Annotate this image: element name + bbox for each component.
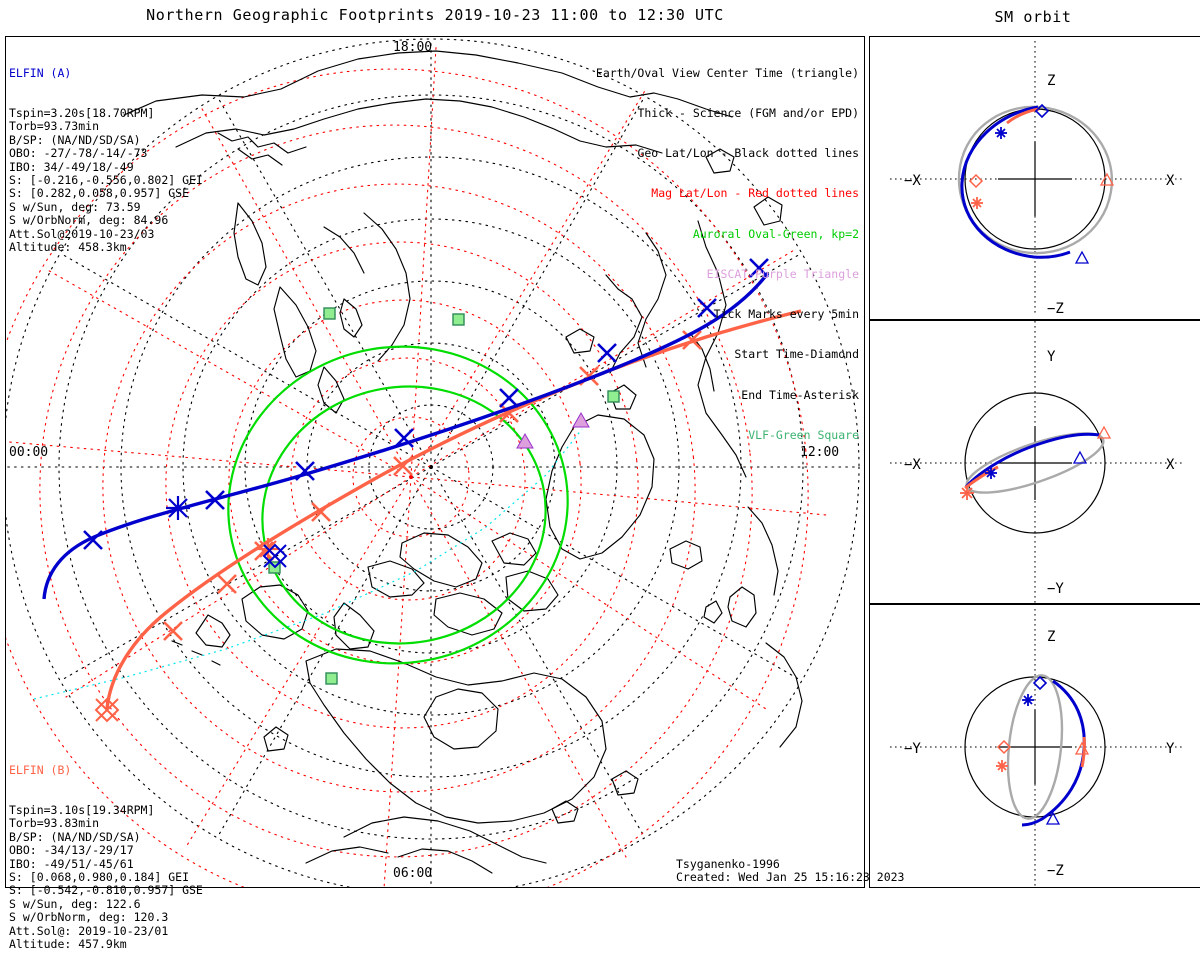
mlt-label-18: 18:00: [393, 40, 433, 55]
legend-entry-mag-grid: Mag Lat/Lon - Red dotted lines: [651, 186, 859, 201]
elfin-b-parameters: Tspin=3.10s[19.34RPM] Torb=93.83min B/SP…: [9, 803, 203, 952]
elfin-a-ticks: [83, 258, 769, 550]
legend-entry-eiscat: EISCAT-Purple Triangle: [706, 266, 859, 281]
legend-entry-thick-science: Thick - Science (FGM and/or EPD): [637, 106, 859, 121]
coastlines: [123, 50, 803, 874]
eiscat-triangle: [516, 432, 534, 449]
legend-entry-auroral-oval: Auroral Oval-Green, kp=2: [692, 226, 859, 241]
elfin-a-track: [42, 271, 770, 600]
elfin-a-info-block: ELFIN (A) Tspin=3.20s[18.70RPM] Torb=93.…: [9, 40, 203, 281]
sm-panel-yz[interactable]: Z Y −Y −Z: [869, 604, 1200, 888]
polar-map-svg: [6, 38, 860, 887]
figure-root: Northern Geographic Footprints 2019-10-2…: [5, 6, 1200, 951]
mlt-label-12: 12:00: [800, 445, 840, 460]
polar-map-panel[interactable]: [5, 36, 865, 888]
svg-text:−X: −X: [904, 457, 921, 473]
elfin-a-title: ELFIN (A): [9, 65, 72, 80]
sm-xy-svg: Y X −X −Y: [890, 321, 1182, 603]
legend-entry-vlf: VLF-Green Square: [748, 427, 859, 442]
vlf-square: [607, 390, 620, 403]
svg-text:X: X: [1166, 457, 1175, 473]
svg-text:−X: −X: [904, 173, 921, 189]
sm-panel-xy[interactable]: Y X −X −Y: [869, 320, 1200, 604]
svg-text:−Y: −Y: [1047, 581, 1064, 597]
svg-text:−Z: −Z: [1047, 863, 1064, 879]
svg-text:−Z: −Z: [1047, 301, 1064, 317]
elfin-b-track: [105, 309, 802, 710]
legend-entry-tick-marks: Tick Marks every 5min: [713, 307, 859, 322]
elfin-a-end-marker: [166, 496, 190, 520]
map-title: Northern Geographic Footprints 2019-10-2…: [146, 6, 724, 24]
legend-entry-end-time: End Time-Asterisk: [741, 387, 859, 402]
elfin-a-start-marker: [262, 543, 288, 569]
map-legend: Earth/Oval View Center Time (triangle) T…: [465, 40, 859, 469]
vlf-square: [325, 672, 338, 685]
elfin-b-start-marker: [94, 697, 120, 723]
vlf-square: [323, 307, 336, 320]
mlt-label-06: 06:00: [393, 866, 433, 881]
svg-text:−Y: −Y: [904, 741, 921, 757]
elfin-b-title: ELFIN (B): [9, 762, 72, 777]
mlt-label-00: 00:00: [9, 445, 49, 460]
sm-xz-svg: Z X −X −Z: [890, 41, 1182, 317]
svg-text:Z: Z: [1047, 629, 1055, 645]
svg-text:X: X: [1166, 173, 1175, 189]
sm-panel-xz[interactable]: Z X −X −Z: [869, 36, 1200, 320]
eiscat-stations: [516, 411, 590, 449]
svg-text:Y: Y: [1047, 349, 1056, 365]
legend-entry-view-center-time: Earth/Oval View Center Time (triangle): [595, 65, 859, 80]
sm-yz-svg: Z Y −Y −Z: [890, 609, 1182, 887]
auroral-oval: [227, 345, 569, 665]
elfin-b-info-block: ELFIN (B) Tspin=3.10s[19.34RPM] Torb=93.…: [9, 737, 203, 978]
legend-entry-start-time: Start Time-Diamond: [734, 347, 859, 362]
vlf-square: [452, 313, 465, 326]
elfin-a-parameters: Tspin=3.20s[18.70RPM] Torb=93.73min B/SP…: [9, 106, 203, 255]
svg-text:Z: Z: [1047, 73, 1055, 89]
terminator-line: [33, 428, 583, 700]
legend-entry-geo-grid: Geo Lat/Lon - Black dotted lines: [637, 146, 859, 161]
model-credits: Tsyganenko-1996 Created: Wed Jan 25 15:1…: [676, 857, 905, 885]
svg-text:Y: Y: [1166, 741, 1175, 757]
eiscat-triangle: [572, 411, 590, 428]
sm-orbit-title: SM orbit: [994, 8, 1072, 26]
